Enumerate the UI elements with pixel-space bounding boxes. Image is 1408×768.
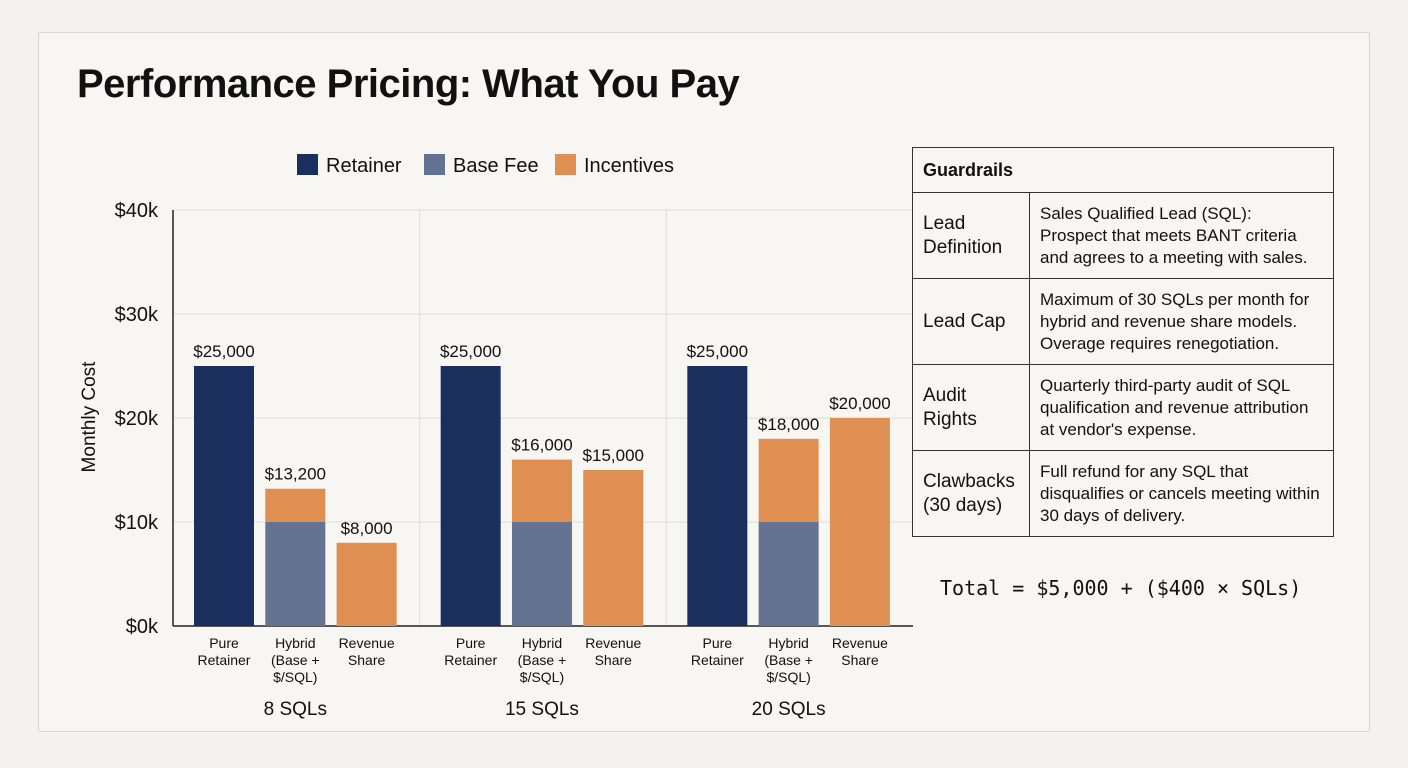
- category-label: Hybrid (Base + $/SQL): [518, 635, 567, 685]
- bar-value-label: $25,000: [193, 342, 254, 361]
- y-axis-label: Monthly Cost: [79, 361, 100, 473]
- guardrails-header-row: Guardrails: [912, 147, 1334, 193]
- bar-segment-incentives: [336, 542, 397, 626]
- category-label: Pure Retainer: [444, 635, 497, 668]
- bar-value-label: $25,000: [687, 342, 748, 361]
- bar-segment-base-fee: [758, 522, 819, 626]
- table-row: Lead Cap Maximum of 30 SQLs per month for…: [912, 278, 1334, 365]
- table-row: Audit Rights Quarterly third-party audit …: [912, 364, 1334, 451]
- legend-label: Retainer: [326, 155, 402, 177]
- y-tick-label: $20k: [115, 408, 159, 430]
- legend-label: Base Fee: [453, 155, 539, 177]
- bar-segment-retainer: [440, 366, 501, 626]
- bar-value-label: $13,200: [265, 465, 326, 484]
- bar-value-label: $16,000: [511, 436, 572, 455]
- bar-segment-retainer: [194, 366, 254, 626]
- y-tick-label: $40k: [115, 200, 159, 222]
- table-row: Lead Definition Sales Qualified Lead (SQL…: [912, 192, 1334, 279]
- group-label: 8 SQLs: [264, 699, 327, 720]
- bar-segment-base-fee: [511, 522, 572, 626]
- category-label: Hybrid (Base + $/SQL): [764, 635, 813, 685]
- legend-swatch-retainer: [297, 154, 318, 175]
- category-label: Pure Retainer: [198, 635, 251, 668]
- legend-swatch-incentives: [555, 154, 576, 175]
- y-tick-label: $0k: [126, 616, 159, 638]
- guardrail-detail: Sales Qualified Lead (SQL): Prospect tha…: [1029, 192, 1334, 279]
- bar-segment-incentives: [583, 470, 644, 626]
- legend-label: Incentives: [584, 155, 674, 177]
- y-tick-label: $10k: [115, 512, 159, 534]
- pricing-formula: Total = $5,000 + ($400 × SQLs): [940, 576, 1302, 600]
- category-label: Revenue Share: [585, 635, 641, 668]
- guardrail-term: Lead Definition: [912, 192, 1030, 279]
- bar-value-label: $8,000: [341, 519, 393, 538]
- guardrail-detail: Quarterly third-party audit of SQL quali…: [1029, 364, 1334, 451]
- bar-segment-incentives: [829, 418, 890, 626]
- category-label: Hybrid (Base + $/SQL): [271, 635, 320, 685]
- guardrails-table: Guardrails Lead Definition Sales Qualifie…: [912, 147, 1334, 537]
- guardrails-header: Guardrails: [912, 147, 1334, 193]
- bar-value-label: $18,000: [758, 415, 819, 434]
- bar-segment-incentives: [265, 488, 326, 522]
- bar-segment-incentives: [511, 459, 572, 522]
- y-tick-label: $30k: [115, 304, 159, 326]
- group-label: 15 SQLs: [505, 699, 579, 720]
- bar-segment-retainer: [687, 366, 748, 626]
- category-label: Revenue Share: [339, 635, 395, 668]
- category-label: Revenue Share: [832, 635, 888, 668]
- legend-swatch-base-fee: [424, 154, 445, 175]
- category-label: Pure Retainer: [691, 635, 744, 668]
- group-label: 20 SQLs: [752, 699, 826, 720]
- bar-segment-base-fee: [265, 522, 326, 626]
- bar-value-label: $25,000: [440, 342, 501, 361]
- table-row: Clawbacks (30 days) Full refund for any S…: [912, 450, 1334, 537]
- guardrail-detail: Full refund for any SQL that disqualifie…: [1029, 450, 1334, 537]
- guardrail-term: Lead Cap: [912, 278, 1030, 365]
- page-title: Performance Pricing: What You Pay: [77, 62, 740, 106]
- guardrail-term: Audit Rights: [912, 364, 1030, 451]
- bar-value-label: $20,000: [829, 394, 890, 413]
- guardrail-term: Clawbacks (30 days): [912, 450, 1030, 537]
- guardrail-detail: Maximum of 30 SQLs per month for hybrid …: [1029, 278, 1334, 365]
- bar-value-label: $15,000: [583, 446, 644, 465]
- bar-segment-incentives: [758, 438, 819, 522]
